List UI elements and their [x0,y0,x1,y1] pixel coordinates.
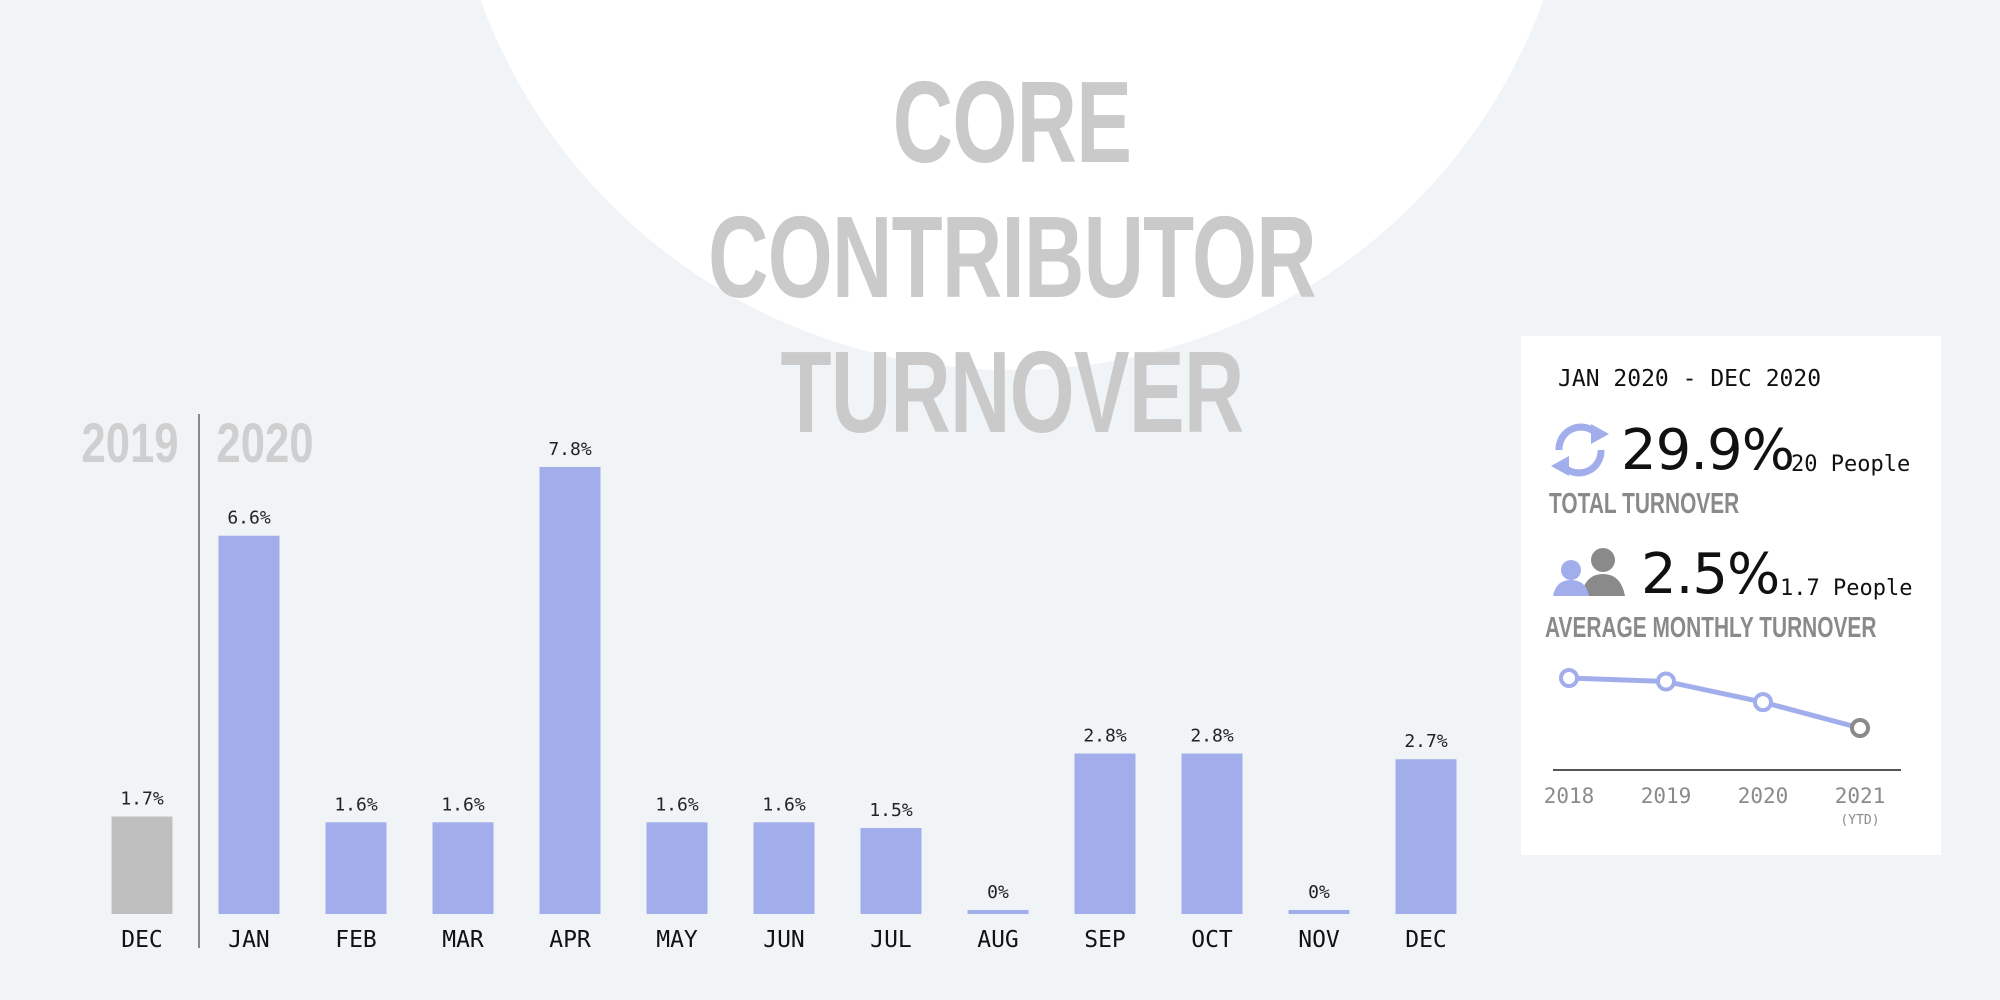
bar-may-2020 [646,822,708,914]
bar-aug-2020 [967,910,1029,914]
average-turnover-label: AVERAGE MONTHLY TURNOVER [1545,612,1877,644]
bar-oct-2020 [1181,753,1243,914]
bar-value-label: 2.8% [1190,726,1234,747]
bar-value-label: 0% [987,882,1009,903]
date-range: JAN 2020 - DEC 2020 [1558,366,1822,392]
bar-feb-2020 [325,822,387,914]
bar-apr-2020 [539,466,601,914]
bar-value-label: 1.6% [762,794,806,815]
bar-value-label: 1.6% [655,794,699,815]
people-icon [1553,548,1625,596]
total-turnover-percent: 29.9% [1621,418,1795,483]
bar-value-label: 0% [1308,882,1330,903]
x-tick-label: DEC [121,927,163,953]
trend-x-note: (YTD) [1840,813,1879,828]
trend-x-tick: 2019 [1641,784,1692,808]
trend-point-2019 [1656,671,1676,692]
x-tick-label: SEP [1084,927,1126,953]
bar-value-label: 2.8% [1083,726,1127,747]
year-label-2020: 2020 [216,412,313,474]
x-tick-label: NOV [1298,927,1340,953]
trend-line [1568,675,1861,731]
x-tick-label: AUG [977,927,1019,953]
bar-value-label: 7.8% [548,439,592,460]
bar-jul-2020 [860,828,922,914]
trend-x-tick: 2020 [1738,784,1789,808]
x-tick-label: MAR [442,927,484,953]
bar-nov-2020 [1288,910,1350,914]
monthly-turnover-bar-chart: 2019 2020 1.7% DEC 6.6% JAN 1.6% FEB 1.6% MAR 7.… [81,412,1457,953]
average-turnover-percent: 2.5% [1641,542,1780,607]
bar-dec-2020 [1395,759,1457,914]
x-tick-label: JUN [763,927,805,953]
yearly-trend-line-chart: 2018 2019 2020 2021 (YTD) [1544,668,1901,828]
bar-value-label: 1.6% [441,794,485,815]
bar-sep-2020 [1074,753,1136,914]
title-line-2: TURNOVER [780,327,1245,457]
bar-value-label: 2.7% [1404,731,1448,752]
summary-panel: JAN 2020 - DEC 2020 29.9% 20 People TOTA… [1521,336,1941,855]
total-turnover-people: 20 People [1791,452,1911,477]
page-title: CORE CONTRIBUTOR TURNOVER [605,55,1419,460]
bar-value-label: 1.7% [120,789,164,810]
x-tick-label: JUL [870,927,912,953]
bar-value-label: 1.6% [334,794,378,815]
bar-jun-2020 [753,822,815,914]
x-tick-label: OCT [1191,927,1233,953]
trend-x-tick: 2018 [1544,784,1595,808]
year-label-2019: 2019 [81,412,178,474]
bar-value-label: 1.5% [869,800,913,821]
trend-point-2018 [1559,668,1579,688]
bar-value-label: 6.6% [227,508,271,529]
x-tick-label: MAY [656,927,698,953]
x-tick-label: DEC [1405,927,1447,953]
trend-point-2020 [1753,692,1773,713]
bar-jan-2020 [218,535,280,914]
bar-dec-2019 [111,816,173,914]
x-tick-label: FEB [335,927,377,953]
refresh-icon [1551,423,1609,477]
total-turnover-label: TOTAL TURNOVER [1549,488,1740,520]
trend-point-2021 [1850,718,1870,738]
bar-mar-2020 [432,822,494,914]
x-tick-label: APR [549,927,591,953]
title-line-1: CORE CONTRIBUTOR [708,57,1316,322]
average-turnover-people: 1.7 People [1780,576,1913,601]
trend-x-tick: 2021 [1835,784,1886,808]
x-tick-label: JAN [228,927,270,953]
